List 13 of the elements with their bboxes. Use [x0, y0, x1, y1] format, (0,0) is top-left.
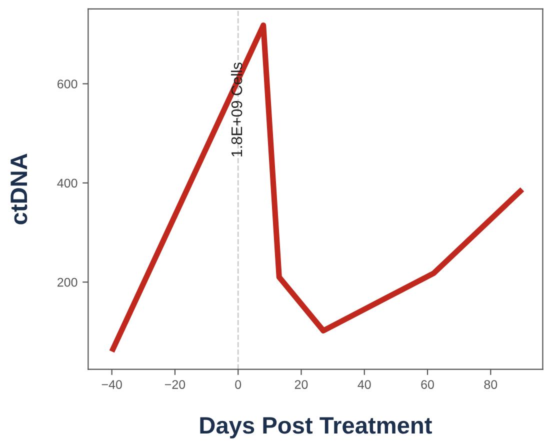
x-axis-title: Days Post Treatment — [200, 417, 432, 438]
y-tick-label: 200 — [58, 278, 78, 287]
ref-line-label: 1.8E+09 Cells — [230, 62, 242, 156]
x-tick-label: −40 — [102, 380, 122, 389]
y-tick-label: 400 — [57, 178, 78, 188]
x-tick-label: 0 — [235, 380, 242, 389]
x-tick-label: 20 — [294, 380, 308, 389]
x-tick-label: 60 — [421, 380, 434, 389]
x-tick-label: −20 — [164, 380, 186, 389]
x-tick-label: 80 — [484, 380, 498, 389]
x-tick-label: 40 — [358, 380, 371, 389]
y-axis-title: ctDNA — [10, 154, 28, 224]
y-tick-label: 600 — [58, 80, 78, 88]
